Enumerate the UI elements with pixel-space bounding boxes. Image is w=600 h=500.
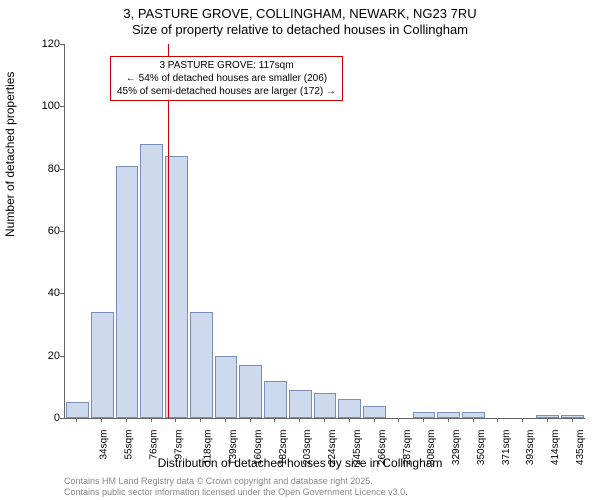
x-tick-mark (349, 418, 350, 422)
x-tick-mark (423, 418, 424, 422)
histogram-bar (215, 356, 238, 418)
x-tick-mark (200, 418, 201, 422)
histogram-bar (66, 402, 89, 418)
histogram-bar (314, 393, 337, 418)
x-tick-label: 76sqm (148, 430, 159, 460)
x-tick-label: 393sqm (525, 430, 536, 466)
x-tick-mark (76, 418, 77, 422)
y-tick-label: 40 (48, 287, 60, 299)
x-tick-mark (151, 418, 152, 422)
y-tick-mark (60, 106, 64, 107)
x-tick-mark (547, 418, 548, 422)
histogram-bar (91, 312, 114, 418)
x-tick-mark (225, 418, 226, 422)
x-tick-mark (448, 418, 449, 422)
annotation-line3: 45% of semi-detached houses are larger (… (117, 85, 336, 98)
y-tick-mark (60, 293, 64, 294)
annotation-line2: ← 54% of detached houses are smaller (20… (117, 72, 336, 85)
attribution-line2: Contains public sector information licen… (64, 487, 408, 498)
x-tick-mark (497, 418, 498, 422)
x-tick-mark (572, 418, 573, 422)
x-tick-label: 414sqm (550, 430, 561, 466)
y-tick-label: 20 (48, 350, 60, 362)
x-tick-label: 371sqm (501, 430, 512, 466)
y-tick-mark (60, 418, 64, 419)
x-tick-label: 55sqm (124, 430, 135, 460)
x-tick-mark (274, 418, 275, 422)
chart-title-line1: 3, PASTURE GROVE, COLLINGHAM, NEWARK, NG… (123, 6, 476, 21)
x-tick-mark (324, 418, 325, 422)
y-tick-label: 80 (48, 163, 60, 175)
y-tick-label: 100 (42, 100, 60, 112)
x-tick-mark (522, 418, 523, 422)
x-tick-mark (299, 418, 300, 422)
histogram-bar (264, 381, 287, 418)
x-tick-mark (101, 418, 102, 422)
histogram-bar (363, 406, 386, 418)
x-tick-mark (175, 418, 176, 422)
x-tick-mark (126, 418, 127, 422)
attribution: Contains HM Land Registry data © Crown c… (64, 476, 408, 498)
chart-title-line2: Size of property relative to detached ho… (132, 22, 468, 37)
annotation-box: 3 PASTURE GROVE: 117sqm ← 54% of detache… (110, 56, 343, 101)
x-tick-label: 97sqm (173, 430, 184, 460)
histogram-bar (338, 399, 361, 418)
histogram-bar (289, 390, 312, 418)
y-tick-mark (60, 231, 64, 232)
x-axis-label: Distribution of detached houses by size … (158, 456, 443, 470)
x-tick-label: 329sqm (451, 430, 462, 466)
histogram-bar (116, 166, 139, 418)
y-tick-mark (60, 356, 64, 357)
chart-container: 3, PASTURE GROVE, COLLINGHAM, NEWARK, NG… (0, 0, 600, 500)
attribution-line1: Contains HM Land Registry data © Crown c… (64, 476, 408, 487)
y-axis-label: Number of detached properties (3, 72, 17, 237)
x-tick-mark (398, 418, 399, 422)
y-tick-label: 60 (48, 225, 60, 237)
x-tick-label: 350sqm (476, 430, 487, 466)
y-tick-mark (60, 169, 64, 170)
x-tick-mark (250, 418, 251, 422)
y-tick-label: 120 (42, 38, 60, 50)
annotation-line1: 3 PASTURE GROVE: 117sqm (117, 59, 336, 72)
x-tick-label: 34sqm (99, 430, 110, 460)
histogram-bar (239, 365, 262, 418)
histogram-bar (190, 312, 213, 418)
y-tick-mark (60, 44, 64, 45)
x-tick-label: 435sqm (575, 430, 586, 466)
x-tick-mark (374, 418, 375, 422)
histogram-bar (140, 144, 163, 418)
x-tick-mark (473, 418, 474, 422)
